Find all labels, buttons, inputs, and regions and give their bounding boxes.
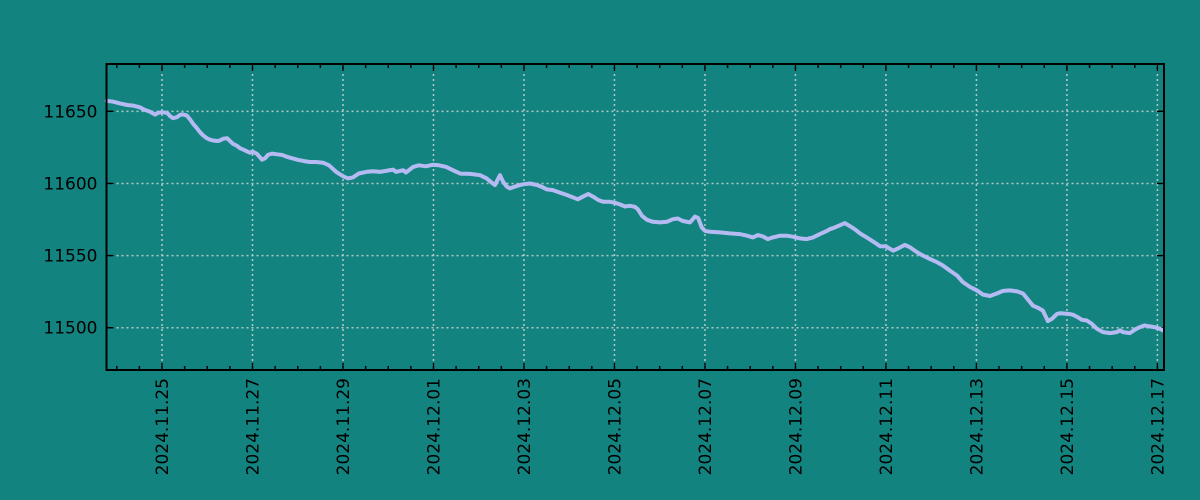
y-tick-label: 11550 [43, 247, 97, 267]
plot-border [105, 63, 1165, 371]
x-tick-label: 2024.12.09 [786, 378, 806, 475]
x-tick-label: 2024.12.15 [1058, 378, 1078, 475]
x-tick-label: 2024.12.05 [605, 378, 625, 475]
x-tick-label: 2024.12.07 [696, 378, 716, 475]
y-tick-label: 11650 [43, 102, 97, 122]
x-tick-label: 2024.12.03 [515, 378, 535, 475]
y-tick-label: 11500 [43, 319, 97, 339]
x-tick-label: 2024.11.29 [334, 378, 354, 475]
data-line-instances [104, 98, 1165, 336]
x-tick-label: 2024.12.17 [1148, 378, 1168, 475]
x-tick-label: 2024.11.27 [244, 378, 264, 475]
x-tick-label: 2024.12.01 [424, 378, 444, 475]
x-tick-label: 2024.12.11 [877, 378, 897, 475]
x-tick-label: 2024.12.13 [967, 378, 987, 475]
x-tick-label: 2024.11.25 [153, 378, 173, 475]
y-tick-label: 11600 [43, 174, 97, 194]
